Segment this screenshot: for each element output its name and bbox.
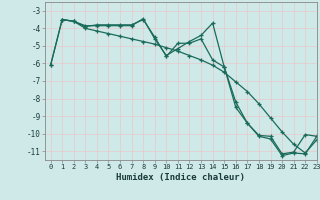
X-axis label: Humidex (Indice chaleur): Humidex (Indice chaleur) — [116, 173, 245, 182]
